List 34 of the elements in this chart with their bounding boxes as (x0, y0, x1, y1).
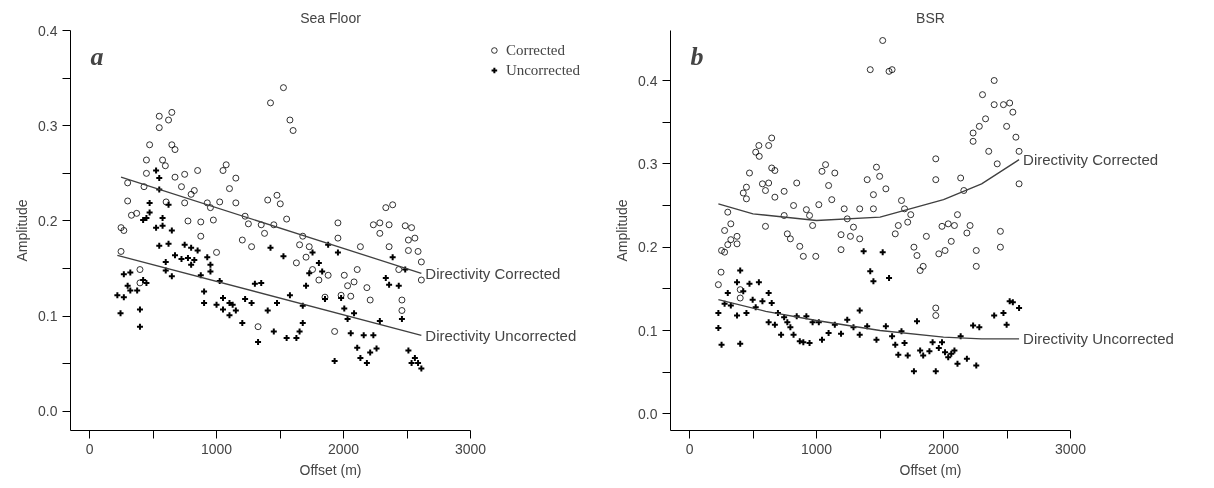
x-tick-label: 2000 (327, 440, 360, 457)
chart-title: BSR (916, 9, 945, 26)
x-axis-title: Offset (m) (899, 461, 962, 478)
series-label: Directivity Uncorrected (425, 326, 577, 344)
x-tick-label: 1000 (800, 440, 833, 457)
y-tick-label: 0.1 (638, 322, 658, 339)
y-axis-title: Amplitude (614, 199, 631, 262)
line-series (717, 159, 1020, 222)
annotation: a (90, 41, 104, 71)
x-axis-title: Offset (m) (299, 461, 362, 478)
series-label: Directivity Corrected (425, 264, 561, 282)
y-tick-label: 0.4 (38, 22, 58, 39)
y-tick-label: 0.0 (38, 403, 58, 420)
y-tick-label: 0.3 (638, 155, 658, 172)
chart-title: Sea Floor (300, 9, 362, 26)
line-series (717, 299, 1020, 340)
x-tick-label: 3000 (1054, 440, 1087, 457)
y-tick-label: 0.3 (38, 117, 58, 134)
legend-label: Corrected (505, 41, 566, 59)
y-tick-label: 0.0 (638, 405, 658, 422)
series-label: Directivity Uncorrected (1023, 330, 1174, 348)
y-tick-label: 0.1 (38, 308, 58, 325)
legend-label: Uncorrected (505, 61, 580, 79)
y-axis-title: Amplitude (14, 199, 31, 262)
x-tick-label: 1000 (200, 440, 233, 457)
annotation: b (690, 41, 704, 71)
y-tick-label: 0.2 (638, 239, 658, 256)
x-tick-label: 3000 (454, 440, 487, 457)
x-tick-label: 0 (85, 440, 94, 457)
x-tick-label: 0 (685, 440, 694, 457)
y-tick-label: 0.4 (638, 72, 658, 89)
series-label: Directivity Corrected (1023, 151, 1159, 169)
x-tick-label: 2000 (927, 440, 960, 457)
y-tick-label: 0.2 (38, 212, 58, 229)
